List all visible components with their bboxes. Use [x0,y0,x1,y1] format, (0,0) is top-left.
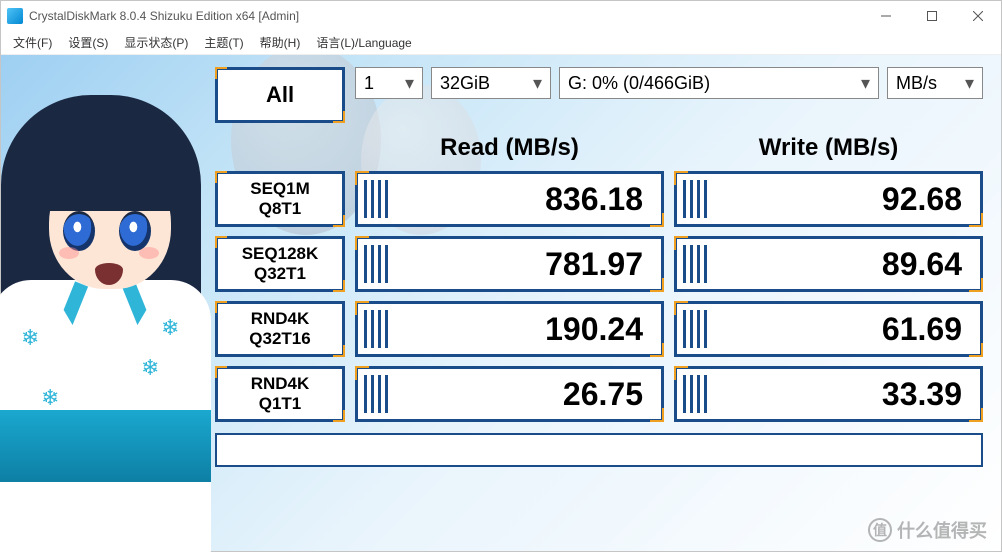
content-area: ❄ ❄ ❄ ❄ All 1▾ 32GiB▾ G: 0% (0/466GiB)▾ … [1,55,1001,551]
test-button-rnd4k-q1t1[interactable]: RND4KQ1T1 [215,366,345,422]
benchmark-panel: All 1▾ 32GiB▾ G: 0% (0/466GiB)▾ MB/s▾ Re… [211,55,1001,551]
menu-file[interactable]: 文件(F) [5,32,60,53]
menubar: 文件(F) 设置(S) 显示状态(P) 主题(T) 帮助(H) 语言(L)/La… [1,31,1001,55]
write-value: 33.39 [674,366,983,422]
test-row-rnd4k-q32: RND4KQ32T16 190.24 61.69 [215,301,983,357]
app-icon [7,8,23,24]
unit-select[interactable]: MB/s▾ [887,67,983,99]
test-count-select[interactable]: 1▾ [355,67,423,99]
write-value: 61.69 [674,301,983,357]
run-all-button[interactable]: All [215,67,345,123]
menu-language[interactable]: 语言(L)/Language [308,32,419,53]
read-value: 781.97 [355,236,664,292]
test-button-seq128k-q32t1[interactable]: SEQ128KQ32T1 [215,236,345,292]
menu-display[interactable]: 显示状态(P) [116,32,196,53]
app-window: CrystalDiskMark 8.0.4 Shizuku Edition x6… [0,0,1002,552]
shizuku-mascot: ❄ ❄ ❄ ❄ [0,95,231,555]
menu-help[interactable]: 帮助(H) [252,32,309,53]
mascot-sidebar: ❄ ❄ ❄ ❄ [1,55,211,551]
close-button[interactable] [955,1,1001,31]
maximize-button[interactable] [909,1,955,31]
read-column-header: Read (MB/s) [355,134,664,162]
drive-select[interactable]: G: 0% (0/466GiB)▾ [559,67,879,99]
chevron-down-icon: ▾ [405,73,414,94]
window-controls [863,1,1001,31]
run-all-label: All [266,82,294,108]
status-bar [215,433,983,467]
minimize-button[interactable] [863,1,909,31]
menu-theme[interactable]: 主题(T) [196,32,251,53]
test-button-seq1m-q8t1[interactable]: SEQ1MQ8T1 [215,171,345,227]
titlebar[interactable]: CrystalDiskMark 8.0.4 Shizuku Edition x6… [1,1,1001,31]
window-title: CrystalDiskMark 8.0.4 Shizuku Edition x6… [29,9,299,23]
menu-settings[interactable]: 设置(S) [60,32,116,53]
test-size-select[interactable]: 32GiB▾ [431,67,551,99]
chevron-down-icon: ▾ [533,73,542,94]
test-row-seq128k: SEQ128KQ32T1 781.97 89.64 [215,236,983,292]
chevron-down-icon: ▾ [965,73,974,94]
write-column-header: Write (MB/s) [674,134,983,162]
test-button-rnd4k-q32t16[interactable]: RND4KQ32T16 [215,301,345,357]
read-value: 190.24 [355,301,664,357]
read-value: 26.75 [355,366,664,422]
test-row-rnd4k-q1: RND4KQ1T1 26.75 33.39 [215,366,983,422]
read-value: 836.18 [355,171,664,227]
write-value: 89.64 [674,236,983,292]
test-row-seq1m: SEQ1MQ8T1 836.18 92.68 [215,171,983,227]
write-value: 92.68 [674,171,983,227]
chevron-down-icon: ▾ [861,73,870,94]
